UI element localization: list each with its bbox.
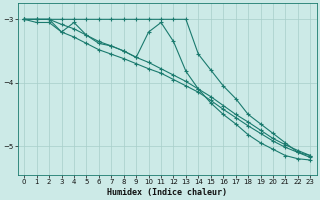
X-axis label: Humidex (Indice chaleur): Humidex (Indice chaleur) <box>107 188 227 197</box>
